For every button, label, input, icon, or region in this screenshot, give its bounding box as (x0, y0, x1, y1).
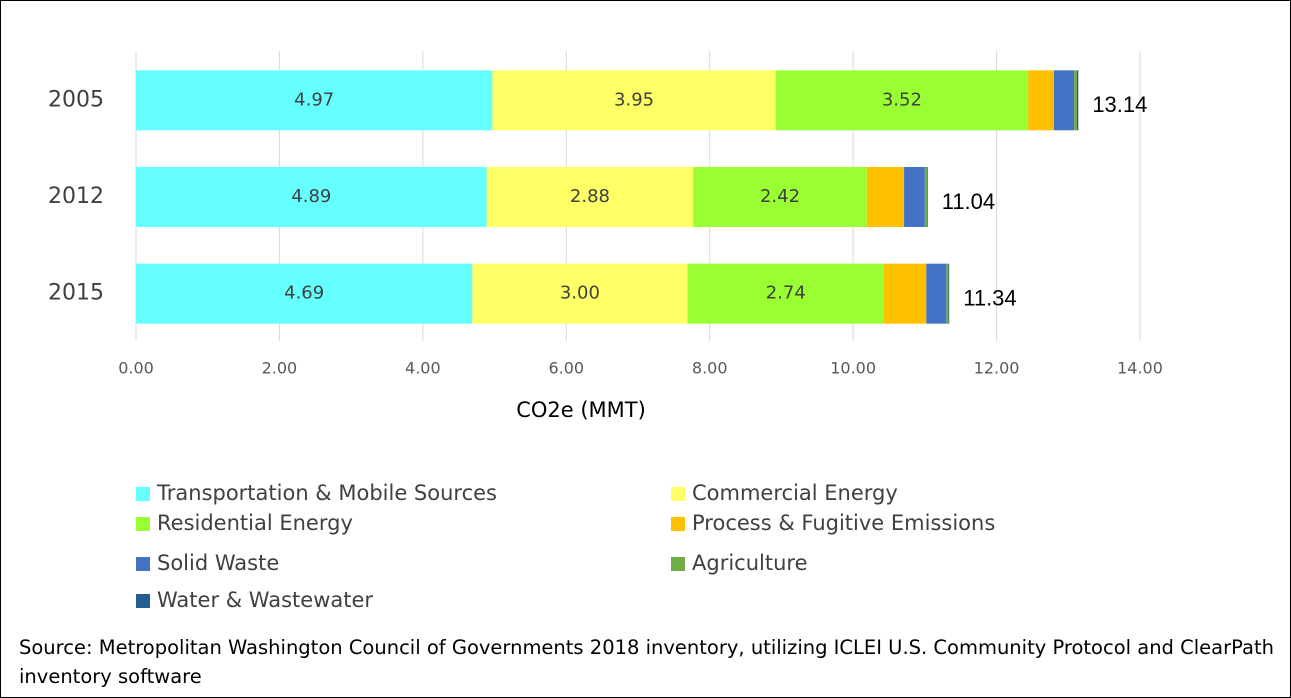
bar-segment (946, 263, 949, 324)
data-label: 4.97 (294, 89, 334, 110)
legend-label: Process & Fugitive Emissions (692, 511, 995, 535)
legend-swatch (136, 557, 150, 571)
legend-swatch (136, 594, 150, 608)
legend-label: Transportation & Mobile Sources (156, 481, 497, 505)
legend-label: Commercial Energy (692, 481, 898, 505)
bar-segment (472, 263, 688, 324)
x-tick-label: 8.00 (692, 359, 728, 378)
bar-segment (866, 167, 905, 227)
x-axis-title: CO2e (MMT) (516, 398, 646, 422)
bar-segment (492, 70, 776, 131)
bar-segment (136, 70, 493, 131)
bar-segment (486, 167, 694, 227)
x-tick-label: 4.00 (405, 359, 441, 378)
bar-segment (136, 263, 473, 324)
bar-segment (775, 70, 1029, 131)
source-note: Source: Metropolitan Washington Council … (19, 636, 1274, 688)
data-label: 4.69 (284, 283, 324, 304)
total-label: 11.04 (942, 189, 995, 214)
bar-segment (926, 263, 947, 324)
bar-segment (924, 167, 928, 227)
y-tick-label: 2005 (48, 87, 104, 112)
total-label: 11.34 (963, 285, 1016, 310)
x-tick-label: 14.00 (1117, 359, 1163, 378)
bar-segment (136, 167, 487, 227)
legend-swatch (671, 487, 685, 501)
bar-segment (1074, 70, 1077, 131)
x-tick-label: 12.00 (974, 359, 1020, 378)
data-label: 3.00 (560, 283, 600, 304)
bar-segment (1076, 70, 1079, 131)
data-label: 2.74 (766, 283, 806, 304)
data-label: 4.89 (291, 186, 331, 207)
legend-swatch (671, 517, 685, 531)
bar-segment (687, 263, 884, 324)
data-label: 2.42 (760, 186, 800, 207)
x-tick-label: 6.00 (548, 359, 584, 378)
bar-segment (1053, 70, 1075, 131)
bar-segment (1028, 70, 1054, 131)
bar-segment (927, 167, 928, 227)
bar-segment (693, 167, 867, 227)
legend-label: Water & Wastewater (157, 588, 373, 612)
legend-swatch (671, 557, 685, 571)
total-label: 13.14 (1092, 92, 1147, 117)
data-label: 3.52 (882, 89, 922, 110)
legend-label: Agriculture (692, 551, 808, 575)
legend-swatch (136, 487, 150, 501)
y-tick-label: 2012 (48, 184, 104, 209)
legend-label: Residential Energy (157, 511, 353, 535)
chart: CO2e (MMT) 0.00 2.00 4.00 6.00 8.00 10.00 12.0… (48, 51, 1163, 612)
x-tick-label: 2.00 (262, 359, 298, 378)
data-label: 2.88 (570, 186, 610, 207)
legend-label: Solid Waste (157, 551, 279, 575)
bar-segment (904, 167, 925, 227)
x-tick-label: 10.00 (830, 359, 876, 378)
data-label: 3.95 (614, 89, 654, 110)
bar-segment (883, 263, 927, 324)
bar-segment (948, 263, 950, 324)
x-tick-label: 0.00 (118, 359, 154, 378)
y-tick-label: 2015 (48, 281, 104, 306)
legend-swatch (136, 517, 150, 531)
